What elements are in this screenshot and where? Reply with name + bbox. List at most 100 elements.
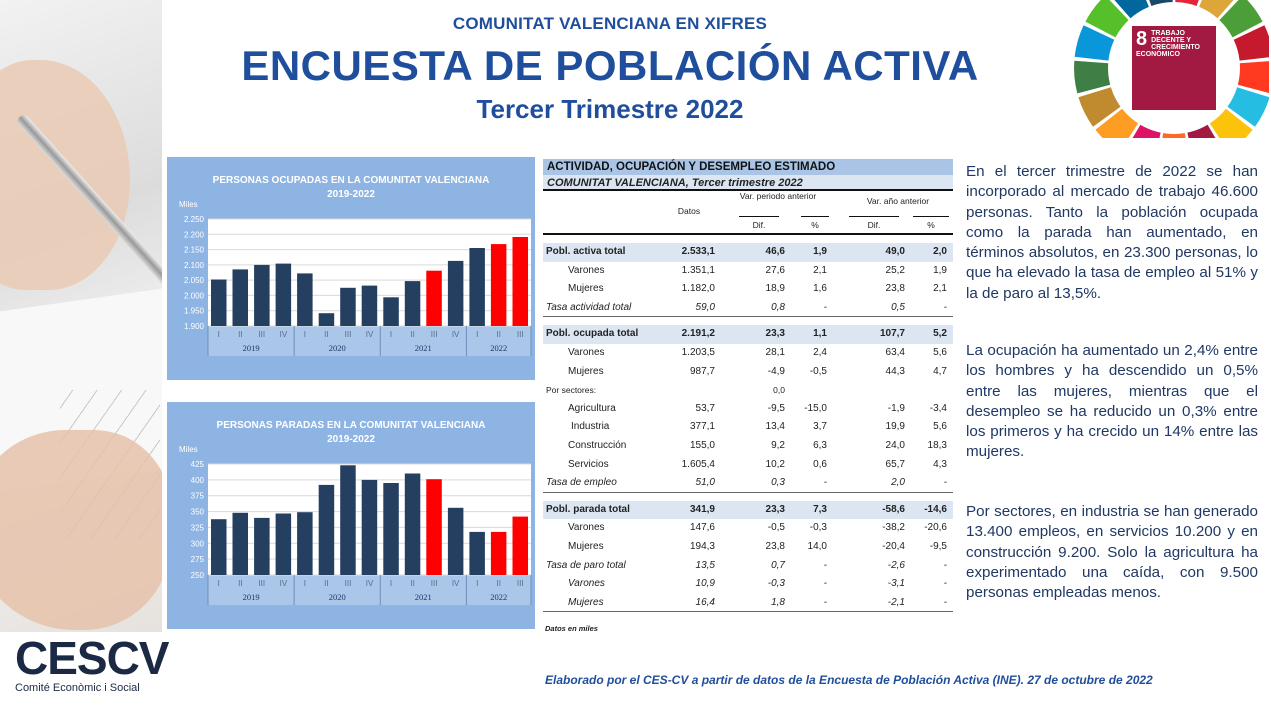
x-tick-label: II (324, 330, 328, 339)
row-label: Tasa actividad total (546, 301, 632, 313)
table-cell: 19,9 (885, 421, 905, 433)
table-cell: -0,5 (767, 522, 785, 534)
employed-chart: PERSONAS OCUPADAS EN LA COMUNITAT VALENC… (167, 157, 535, 380)
chart-subtitle: 2019-2022 (327, 434, 375, 445)
table-cell: 7,3 (813, 503, 827, 515)
table-cell: - (943, 596, 947, 608)
table-cell: 13,5 (695, 559, 715, 571)
sdg-wheel-segment (1187, 124, 1216, 138)
table-row: Pobl. ocupada total 2.191,2 23,3 1,1 107,7 5,… (543, 325, 953, 344)
bar (447, 507, 464, 575)
table-row: Tasa actividad total 59,0 0,8 - 0,5 - (543, 299, 953, 318)
sdg-wheel-segment (1132, 124, 1161, 138)
table-cell: 1,1 (813, 328, 827, 340)
x-group-label: 2022 (490, 592, 507, 602)
bar (340, 465, 356, 575)
table-cell: 63,4 (885, 346, 905, 358)
col-datos: Datos (677, 206, 701, 216)
ces-logo-tagline: Comité Econòmic i Social (15, 682, 140, 694)
table-gap (543, 235, 953, 243)
sdg-wheel-segment (1078, 87, 1121, 127)
table-cell: 6,3 (813, 439, 827, 451)
table-row: Mujeres 987,7 -4,9 -0,5 44,3 4,7 (543, 363, 953, 382)
sdg-wheel-segment (1085, 0, 1129, 38)
summary-paragraph-3: Por sectores, en industria se han genera… (966, 503, 1258, 602)
row-label: Mujeres (568, 596, 604, 608)
y-tick-label: 250 (191, 571, 205, 580)
bar (232, 269, 248, 326)
table-cell: 0,6 (813, 458, 827, 470)
table-row: Por sectores: 0,0 (543, 381, 953, 400)
table-cell: -14,6 (924, 503, 947, 515)
table-cell: - (823, 301, 827, 313)
row-label: Industria (571, 421, 610, 433)
bar (318, 484, 335, 575)
bar (318, 313, 335, 326)
table-cell: 2,0 (891, 477, 905, 489)
table-title: ACTIVIDAD, OCUPACIÓN Y DESEMPLEO ESTIMAD… (543, 159, 953, 175)
x-tick-label: IV (452, 330, 460, 339)
decorative-photo (0, 0, 162, 632)
page-subtitle: Tercer Trimestre 2022 (476, 94, 744, 124)
table-cell: - (823, 477, 827, 489)
table-cell: 9,2 (771, 439, 785, 451)
x-axis-band (208, 326, 531, 356)
table-cell: 341,9 (689, 503, 715, 515)
row-label: Construcción (568, 439, 627, 451)
table-row: Pobl. parada total 341,9 23,3 7,3 -58,6 -14,6 (543, 500, 953, 520)
x-group-label: 2021 (415, 343, 432, 353)
x-tick-label: I (304, 330, 306, 339)
table-cell: -3,4 (929, 402, 947, 414)
row-label: Servicios (568, 458, 609, 470)
x-axis-band (208, 575, 531, 605)
chart-title: PERSONAS OCUPADAS EN LA COMUNITAT VALENC… (213, 175, 490, 186)
table-row: Pobl. activa total 2.533,1 46,6 1,9 49,0 2,0 (543, 243, 953, 262)
bar (361, 285, 378, 326)
table-row: Varones 1.351,1 27,6 2,1 25,2 1,9 (543, 262, 953, 281)
sdg-goal-box: 8 TRABAJO DECENTE Y CRECIMIENTO ECONÓMIC… (1132, 26, 1216, 110)
sdg-wheel-segment (1227, 87, 1269, 127)
row-label: Pobl. activa total (546, 246, 626, 257)
table-cell: 155,0 (689, 439, 715, 451)
y-tick-label: 375 (191, 492, 205, 501)
table-cell: 0,0 (773, 385, 785, 396)
table-cell: - (823, 596, 827, 608)
table-cell: 16,4 (695, 596, 715, 608)
bar (383, 297, 399, 326)
col-pct-1: % (801, 216, 829, 230)
sdg-wheel-segment (1149, 0, 1173, 6)
x-tick-label: IV (280, 579, 288, 588)
ces-logo-word: CESCV (15, 632, 169, 684)
table-body: Pobl. activa total 2.533,1 46,6 1,9 49,0 2,0 V… (543, 235, 953, 613)
bar (232, 512, 248, 575)
table-cell: 1.605,4 (681, 458, 715, 470)
bar (404, 281, 421, 326)
table-row: Construcción 155,0 9,2 6,3 24,0 18,3 (543, 437, 953, 456)
table-cell: 1,6 (813, 283, 827, 295)
row-label: Agricultura (568, 402, 616, 414)
table-cell: - (943, 477, 947, 489)
bar (426, 479, 442, 575)
sdg-wheel-segment (1162, 133, 1186, 138)
bar (383, 483, 399, 575)
table-cell: -15,0 (804, 402, 827, 414)
sdg-wheel-icon (1074, 0, 1269, 138)
table-cell: 5,6 (933, 346, 947, 358)
ces-logo: CESCV Comité Econòmic i Social (15, 632, 169, 711)
table-cell: - (943, 559, 947, 571)
x-tick-label: III (517, 579, 524, 588)
table-cell: 987,7 (689, 365, 715, 377)
table-row: Mujeres 194,3 23,8 14,0 -20,4 -9,5 (543, 538, 953, 557)
table-cell: -9,5 (767, 402, 785, 414)
bar (254, 517, 270, 575)
page-supertitle: COMUNITAT VALENCIANA EN XIFRES (452, 14, 768, 33)
bar (490, 531, 507, 575)
col-var-periodo: Var. periodo anterior (739, 191, 817, 201)
table-cell: - (943, 301, 947, 313)
x-tick-label: III (258, 330, 265, 339)
bar (297, 273, 313, 326)
table-cell: - (823, 559, 827, 571)
bar (426, 270, 442, 326)
table-cell: 51,0 (695, 477, 715, 489)
x-tick-label: I (218, 579, 220, 588)
